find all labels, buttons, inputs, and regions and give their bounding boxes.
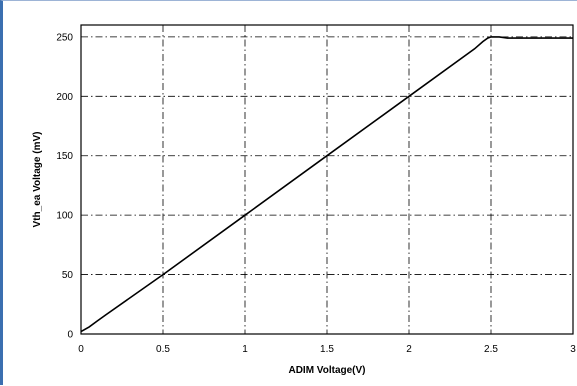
y-axis-title: Vth_ea Voltage (mV) — [32, 132, 43, 228]
x-tick-label: 0.5 — [156, 344, 170, 355]
plot-area-border — [80, 24, 574, 335]
x-tick-labels: 0 0.5 1 1.5 2 2.5 3 — [78, 344, 576, 355]
x-tick-label: 1 — [242, 344, 248, 355]
y-tick-labels: 0 50 100 150 200 250 — [56, 32, 73, 340]
x-axis-title: ADIM Voltage(V) — [288, 365, 365, 376]
x-tick-label: 0 — [78, 344, 84, 355]
series-line-0 — [80, 36, 573, 333]
grid-layer — [81, 25, 573, 334]
x-tick-label: 3 — [570, 344, 576, 355]
x-tick-label: 1.5 — [320, 344, 334, 355]
y-tick-label: 0 — [67, 330, 73, 341]
y-tick-label: 50 — [62, 270, 74, 281]
line-chart: 0 0.5 1 1.5 2 2.5 3 0 50 100 150 200 250 ADIM Volta… — [32, 24, 576, 376]
y-tick-label: 200 — [56, 92, 73, 103]
y-tick-label: 150 — [56, 151, 73, 162]
series-layer — [80, 36, 573, 333]
x-tick-label: 2.5 — [484, 344, 498, 355]
y-tick-label: 100 — [56, 211, 73, 222]
y-tick-label: 250 — [56, 32, 73, 43]
x-tick-label: 2 — [406, 344, 412, 355]
